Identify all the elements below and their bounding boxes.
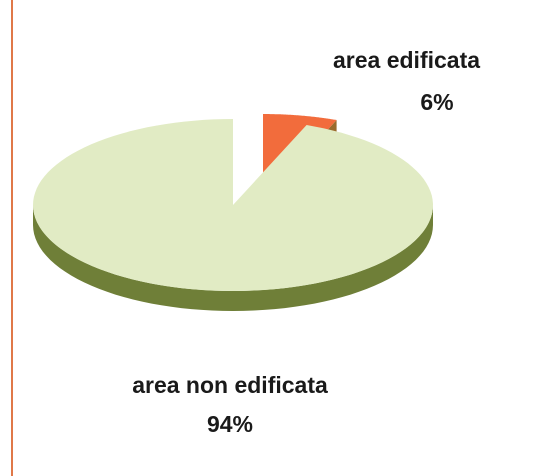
pct-area-non-edificata: 94% [207,411,253,437]
pct-area-edificata: 6% [420,89,453,115]
label-area-edificata: area edificata [333,47,480,73]
label-area-non-edificata: area non edificata [132,372,328,398]
slice-side-area-non-edificata [33,205,433,311]
pie-tops [33,114,433,291]
slice-area-non-edificata [33,119,433,291]
frame-line [11,0,13,476]
